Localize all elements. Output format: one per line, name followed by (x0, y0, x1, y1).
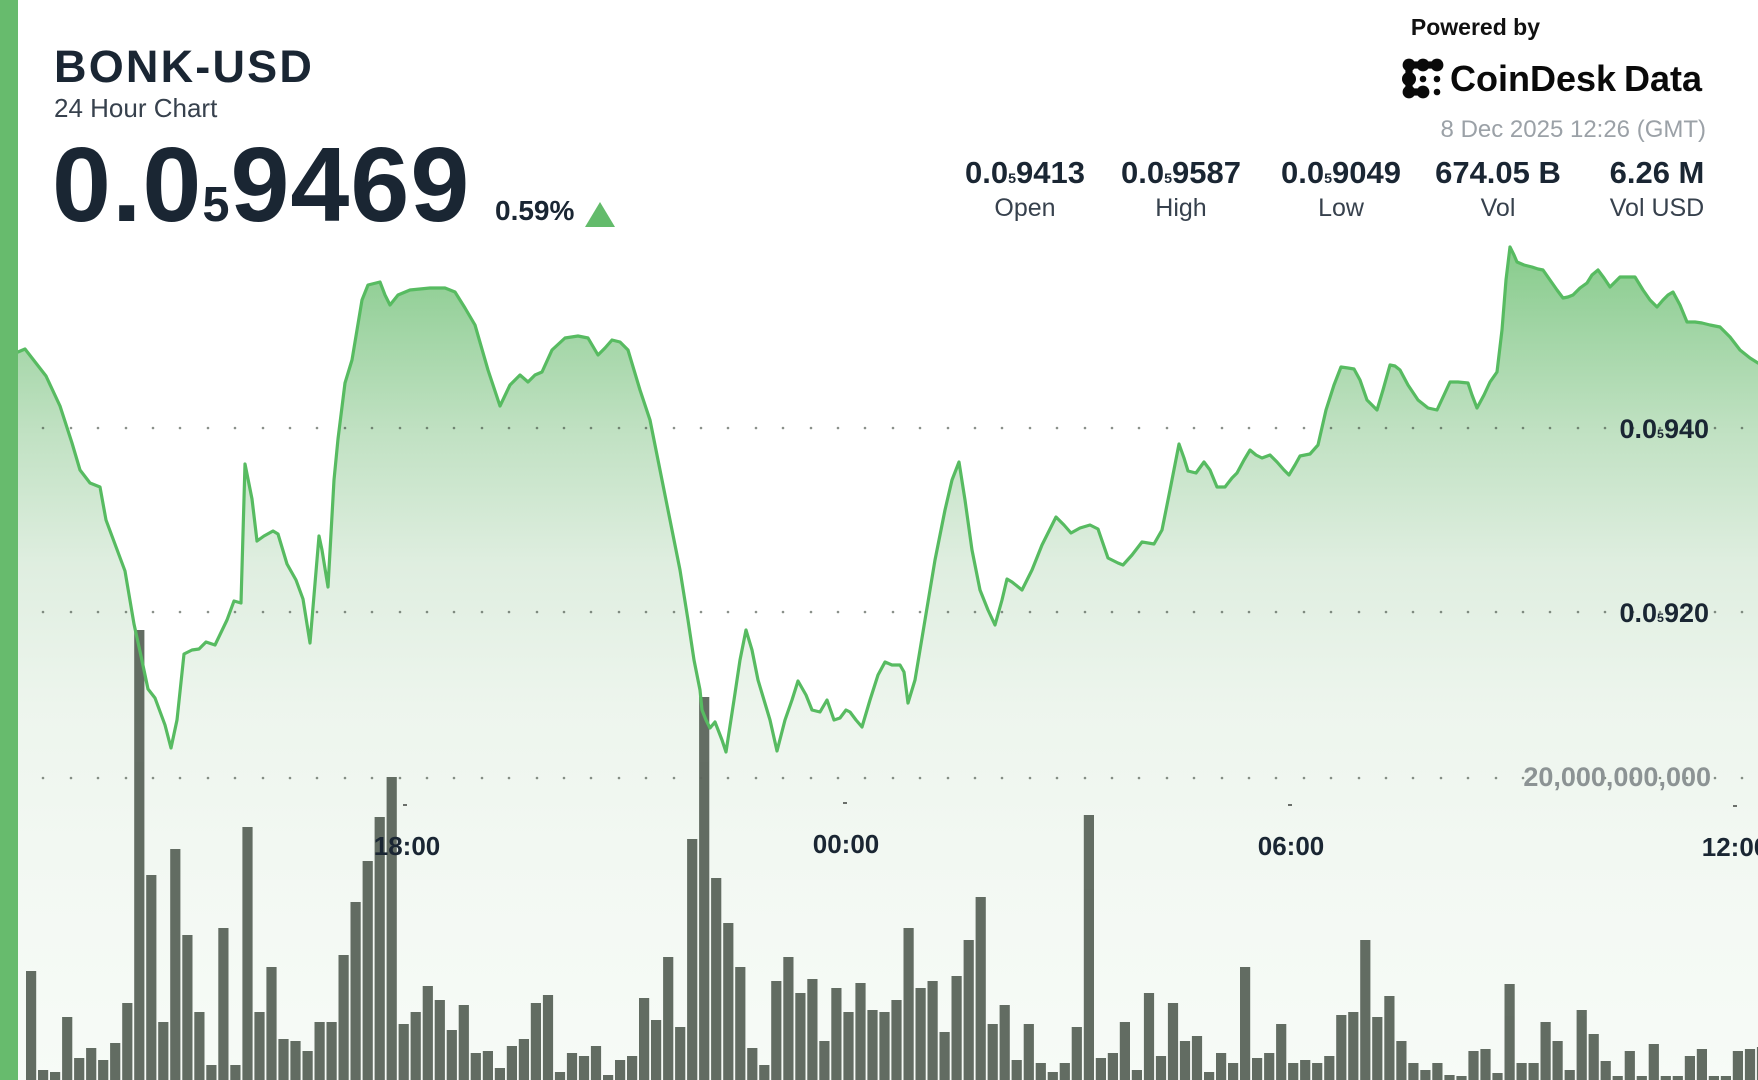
svg-text:CoinDesk: CoinDesk (1450, 58, 1617, 99)
svg-text:Data: Data (1624, 58, 1703, 99)
